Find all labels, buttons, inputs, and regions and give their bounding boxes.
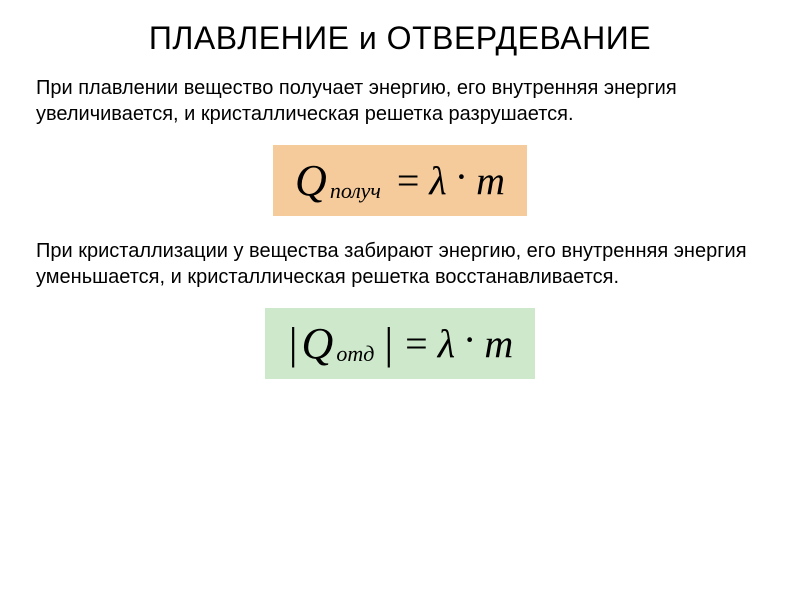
abs-bar-left: |: [287, 318, 300, 369]
formula-2-wrap: | Q отд | = λ · m: [30, 308, 770, 379]
formula-2-dot: ·: [463, 316, 476, 363]
formula-2-eq: =: [405, 320, 428, 367]
formula-2-lambda: λ: [438, 320, 455, 367]
formula-2-m: m: [484, 320, 513, 367]
formula-1-Q: Q: [295, 155, 327, 206]
formula-1-dot: ·: [455, 153, 468, 200]
formula-1-sub: получ: [330, 178, 381, 204]
formula-1-wrap: Q получ = λ · m: [30, 145, 770, 216]
formula-1-eq: =: [397, 157, 420, 204]
slide-title: ПЛАВЛЕНИЕ и ОТВЕРДЕВАНИЕ: [30, 20, 770, 57]
formula-1-m: m: [476, 157, 505, 204]
slide: ПЛАВЛЕНИЕ и ОТВЕРДЕВАНИЕ При плавлении в…: [0, 0, 800, 600]
formula-2-Q: Q: [302, 318, 334, 369]
formula-1: Q получ = λ · m: [273, 145, 527, 216]
formula-2: | Q отд | = λ · m: [265, 308, 536, 379]
formula-1-lambda: λ: [429, 157, 446, 204]
paragraph-2: При кристаллизации у вещества забирают э…: [30, 238, 770, 290]
abs-bar-right: |: [382, 318, 395, 369]
paragraph-1: При плавлении вещество получает энергию,…: [30, 75, 770, 127]
formula-2-sub: отд: [336, 341, 374, 367]
